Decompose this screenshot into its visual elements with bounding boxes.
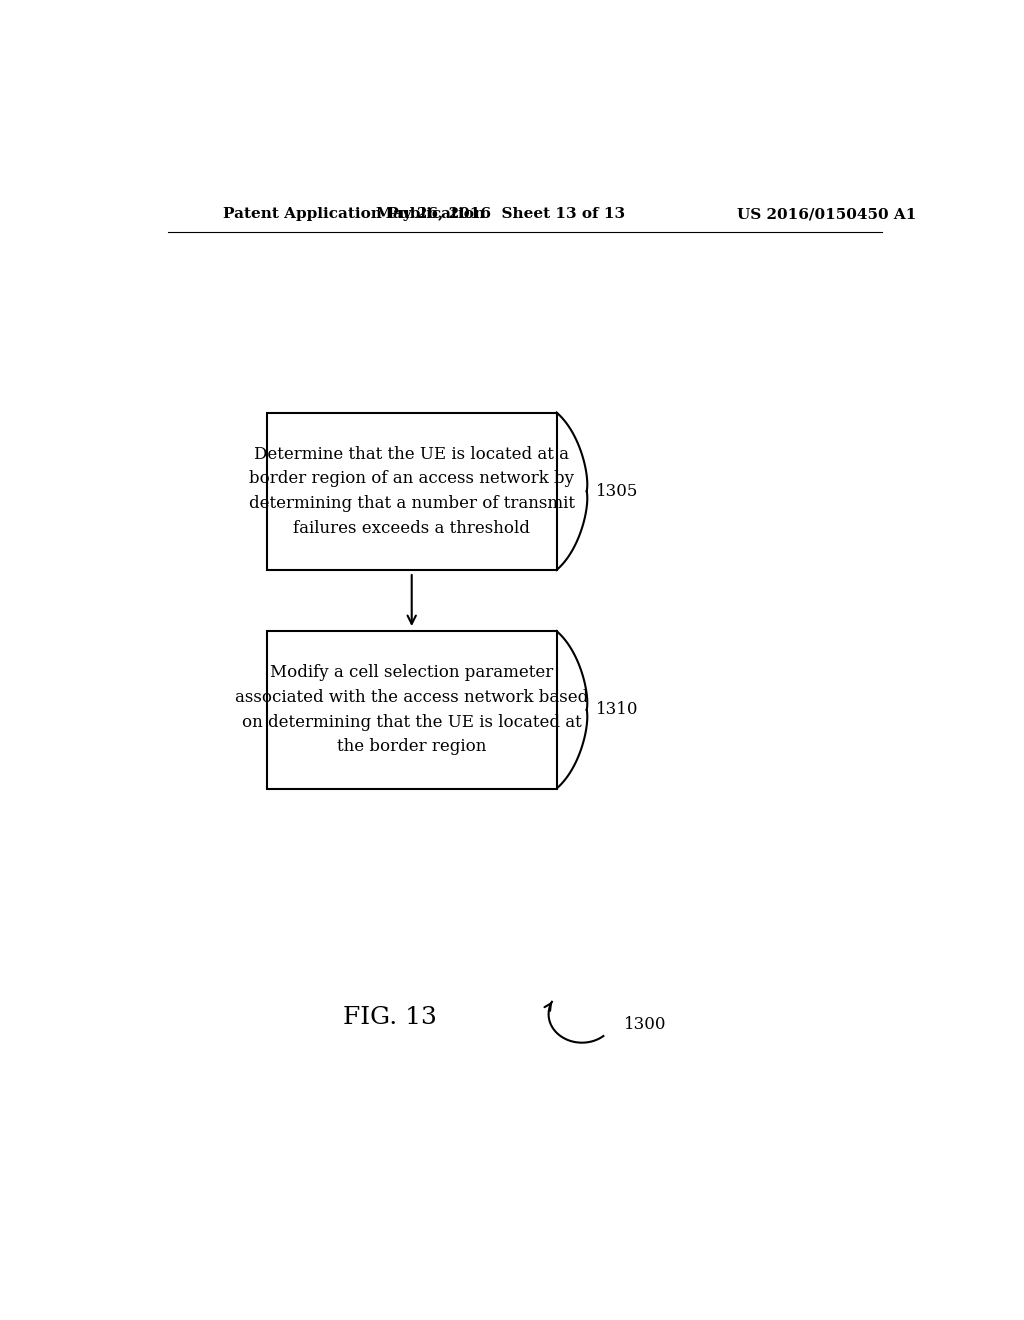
Text: 1300: 1300 bbox=[624, 1016, 667, 1032]
FancyBboxPatch shape bbox=[267, 412, 557, 570]
Text: Determine that the UE is located at a
border region of an access network by
dete: Determine that the UE is located at a bo… bbox=[249, 446, 574, 537]
Text: US 2016/0150450 A1: US 2016/0150450 A1 bbox=[736, 207, 916, 222]
Text: Patent Application Publication: Patent Application Publication bbox=[223, 207, 485, 222]
Text: 1310: 1310 bbox=[596, 701, 639, 718]
FancyBboxPatch shape bbox=[267, 631, 557, 788]
Text: Modify a cell selection parameter
associated with the access network based
on de: Modify a cell selection parameter associ… bbox=[236, 664, 589, 755]
Text: May 26, 2016  Sheet 13 of 13: May 26, 2016 Sheet 13 of 13 bbox=[377, 207, 626, 222]
Text: 1305: 1305 bbox=[596, 483, 639, 500]
Text: FIG. 13: FIG. 13 bbox=[343, 1006, 437, 1028]
